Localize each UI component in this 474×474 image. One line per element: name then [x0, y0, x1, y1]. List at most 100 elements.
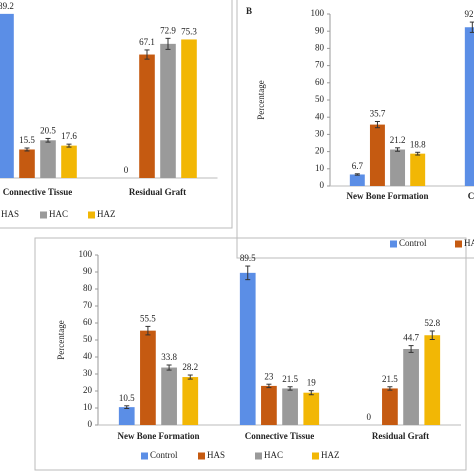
bar: [239, 272, 256, 425]
legend-swatch: [455, 240, 462, 248]
y-tick-label: 100: [311, 8, 325, 18]
bar: [139, 54, 155, 179]
x-tick-label: Connective Tissue: [3, 187, 72, 197]
y-tick-label: 20: [83, 385, 93, 395]
data-label: 72.9: [160, 25, 176, 35]
x-tick-label: Residual Graft: [372, 431, 429, 441]
data-label: 0: [366, 412, 371, 422]
bar: [410, 153, 426, 186]
legend-label: HAS: [464, 238, 474, 248]
bar: [424, 335, 441, 425]
bar: [464, 27, 474, 186]
bar: [349, 174, 365, 186]
bar: [403, 349, 419, 425]
y-tick-label: 0: [320, 180, 325, 190]
y-tick-label: 40: [315, 111, 325, 121]
data-label: 89.2: [0, 1, 14, 11]
y-tick-label: 70: [315, 60, 325, 70]
bar: [390, 149, 406, 186]
bar: [161, 367, 177, 425]
data-label: 55.5: [140, 313, 156, 323]
y-tick-label: 50: [315, 94, 325, 104]
panel: Connective Tissue 89.2 15.5 20.5 17.6 Residua…: [0, 1, 218, 219]
panel-frame: [0, 0, 233, 229]
legend-swatch: [40, 211, 47, 219]
y-tick-label: 10: [315, 163, 325, 173]
y-tick-label: 80: [315, 42, 325, 52]
bar: [303, 392, 320, 425]
legend-swatch: [390, 240, 397, 248]
x-tick-label: Connective Tissue: [245, 431, 314, 441]
y-tick-label: 70: [83, 300, 93, 310]
bar: [160, 43, 176, 178]
y-tick-label: 100: [79, 249, 93, 259]
y-tick-label: 80: [83, 283, 93, 293]
bar: [19, 149, 35, 178]
data-label: 92.3: [464, 9, 474, 19]
data-label: 15.5: [19, 135, 35, 145]
legend-swatch: [255, 452, 262, 460]
data-label: 21.5: [382, 374, 398, 384]
y-tick-label: 10: [83, 402, 93, 412]
legend-label: HAS: [207, 450, 225, 460]
legend-swatch: [198, 452, 205, 460]
y-tick-label: 20: [315, 146, 325, 156]
data-label: 75.3: [181, 27, 197, 37]
y-tick-label: 90: [315, 25, 325, 35]
bar: [282, 388, 298, 425]
bar: [182, 377, 199, 425]
y-axis-label: Percentage: [56, 320, 66, 359]
data-label: 18.8: [410, 139, 426, 149]
bar: [0, 13, 14, 179]
data-label: 23: [264, 371, 274, 381]
legend-label: Control: [150, 450, 178, 460]
data-label: 52.8: [424, 318, 440, 328]
legend-label: HAZ: [321, 450, 340, 460]
data-label: 33.8: [161, 352, 177, 362]
legend-swatch: [141, 452, 148, 460]
data-label: 89.5: [240, 253, 256, 263]
y-tick-label: 40: [83, 351, 93, 361]
y-tick-label: 60: [83, 317, 93, 327]
legend-label: HAS: [1, 209, 19, 219]
bar: [61, 145, 77, 178]
panel-frame: [236, 0, 474, 259]
y-tick-label: 0: [88, 419, 93, 429]
x-tick-label: New Bone Formation: [347, 191, 429, 201]
bar: [261, 385, 277, 425]
data-label: 44.7: [403, 333, 419, 343]
data-label: 20.5: [40, 126, 56, 136]
data-label: 28.2: [182, 362, 198, 372]
panel: 0 10 20 30 40 50 60 70 80 90 100 Percentage C New Bon…: [10, 242, 461, 460]
bar: [118, 407, 135, 425]
legend-label: HAZ: [97, 209, 116, 219]
data-label: 6.7: [352, 161, 364, 171]
panel-frame: [34, 237, 467, 471]
data-label: 10.5: [119, 393, 135, 403]
x-tick-label: Residual Graft: [129, 187, 186, 197]
data-label: 21.2: [390, 135, 406, 145]
y-axis-label: Percentage: [256, 80, 266, 119]
bar: [40, 140, 56, 178]
data-label: 67.1: [139, 37, 155, 47]
legend-swatch: [312, 452, 319, 460]
y-tick-label: 30: [83, 368, 93, 378]
y-tick-label: 60: [315, 77, 325, 87]
data-label: 35.7: [370, 109, 386, 119]
legend-label: HAC: [49, 209, 68, 219]
x-tick-label: Connective Tissue: [468, 191, 474, 201]
y-tick-label: 50: [83, 334, 93, 344]
panel-label: C: [10, 242, 17, 252]
panel-label: B: [246, 6, 252, 16]
legend-swatch: [88, 211, 95, 219]
legend-label: Control: [399, 238, 427, 248]
y-tick-label: 30: [315, 128, 325, 138]
bar: [382, 388, 398, 425]
data-label: 0: [124, 165, 129, 175]
data-label: 21.5: [282, 374, 298, 384]
data-label: 17.6: [61, 131, 77, 141]
data-label: 19: [307, 378, 317, 388]
x-tick-label: New Bone Formation: [118, 431, 200, 441]
y-tick-label: 90: [83, 266, 93, 276]
